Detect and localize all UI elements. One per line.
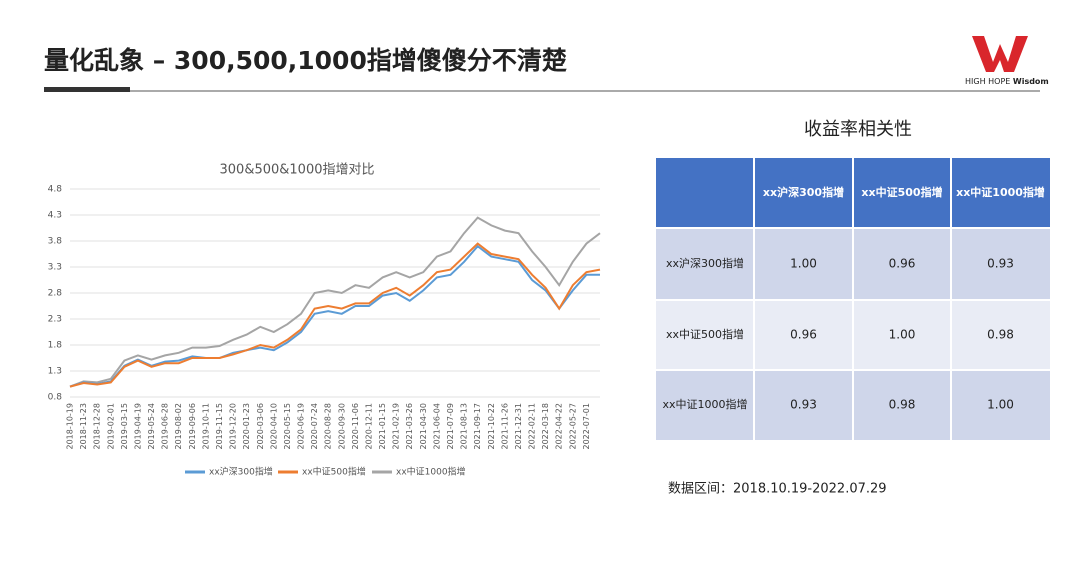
table-cell: 0.96 xyxy=(790,328,817,342)
table-cell: 1.00 xyxy=(889,328,916,342)
y-tick-label: 4.8 xyxy=(48,185,63,195)
y-tick-label: 1.3 xyxy=(48,367,62,377)
series-line xyxy=(69,244,600,388)
x-tick-label: 2022-07-01 xyxy=(582,403,591,450)
legend-label: xx沪深300指增 xyxy=(209,466,273,478)
row-label: xx中证1000指增 xyxy=(662,397,747,411)
y-tick-label: 2.8 xyxy=(48,289,63,299)
x-tick-label: 2021-02-19 xyxy=(392,403,401,450)
x-tick-label: 2018-10-19 xyxy=(66,403,75,450)
column-header: xx中证1000指增 xyxy=(956,185,1045,199)
column-header: xx沪深300指增 xyxy=(763,185,844,199)
table-cell: 0.98 xyxy=(987,328,1014,342)
table-cell: 0.93 xyxy=(790,398,817,412)
x-tick-label: 2019-12-20 xyxy=(229,403,238,450)
table: xx沪深300指增 xx中证500指增 xx中证1000指增 xx沪深300指增 1.0… xyxy=(656,158,1050,440)
table-cell: 0.96 xyxy=(889,257,916,271)
x-tick-label: 2021-12-31 xyxy=(514,403,523,450)
series-line xyxy=(69,216,601,388)
x-tick-label: 2018-12-28 xyxy=(93,403,102,450)
x-tick-label: 2019-09-06 xyxy=(188,403,197,450)
slide-title: 量化乱象 – 300,500,1000指增傻傻分不清楚 xyxy=(44,46,567,75)
logo: HIGH HOPE Wisdom xyxy=(965,36,1049,86)
x-tick-label: 2022-05-27 xyxy=(568,403,577,450)
x-tick-label: 2019-04-19 xyxy=(133,403,142,450)
legend-label: xx中证500指增 xyxy=(302,466,366,478)
x-tick-label: 2019-05-24 xyxy=(147,403,156,450)
table-cell: 0.98 xyxy=(889,398,916,412)
legend-label: xx中证1000指增 xyxy=(396,466,466,478)
x-tick-label: 2022-04-22 xyxy=(555,403,564,450)
x-tick-label: 2022-02-11 xyxy=(528,403,537,450)
x-tick-label: 2021-04-30 xyxy=(419,403,428,450)
table-cell: 1.00 xyxy=(987,398,1014,412)
series-line xyxy=(69,242,601,388)
y-tick-label: 2.3 xyxy=(48,315,62,325)
y-tick-label: 1.8 xyxy=(48,341,63,351)
x-tick-label: 2020-04-10 xyxy=(269,403,278,450)
logo-name: HIGH HOPE xyxy=(965,77,1010,86)
x-tick-label: 2021-06-04 xyxy=(432,403,441,450)
x-tick-label: 2021-03-26 xyxy=(405,403,414,450)
x-tick-label: 2021-01-15 xyxy=(378,403,387,450)
table-title: 收益率相关性 xyxy=(804,119,912,140)
x-tick-label: 2020-05-15 xyxy=(283,403,292,450)
logo-text: HIGH HOPE Wisdom xyxy=(965,77,1049,86)
logo-mark xyxy=(972,36,1028,72)
row-label: xx中证500指增 xyxy=(666,327,744,341)
column-header: xx中证500指增 xyxy=(861,185,942,199)
x-tick-label: 2019-02-01 xyxy=(106,403,115,450)
x-tick-label: 2019-03-15 xyxy=(120,403,129,450)
x-tick-label: 2019-11-15 xyxy=(215,403,224,450)
x-tick-label: 2019-10-11 xyxy=(201,403,210,450)
x-tick-label: 2020-01-23 xyxy=(242,403,251,450)
x-tick-label: 2020-03-06 xyxy=(256,403,265,450)
x-tick-label: 2020-06-19 xyxy=(297,403,306,450)
x-tick-label: 2020-07-24 xyxy=(310,403,319,450)
x-tick-label: 2021-09-17 xyxy=(473,403,482,450)
x-tick-label: 2021-10-22 xyxy=(487,403,496,450)
chart: 0.8 1.3 1.8 2.3 2.8 3.3 3.8 4.3 4.8 2018-10-19 201… xyxy=(48,185,601,478)
x-tick-label: 2021-11-26 xyxy=(500,403,509,450)
x-tick-label: 2019-06-28 xyxy=(161,403,170,450)
x-tick-label: 2018-11-23 xyxy=(79,403,88,450)
x-tick-label: 2020-09-30 xyxy=(337,403,346,450)
x-tick-label: 2021-08-13 xyxy=(460,403,469,450)
x-tick-label: 2019-08-02 xyxy=(174,403,183,450)
x-tick-label: 2021-07-09 xyxy=(446,403,455,450)
x-tick-label: 2020-12-11 xyxy=(364,403,373,450)
y-tick-label: 3.8 xyxy=(48,237,63,247)
x-tick-label: 2020-08-28 xyxy=(324,403,333,450)
table-cell: 1.00 xyxy=(790,257,817,271)
x-tick-label: 2022-03-18 xyxy=(541,403,550,450)
note: 数据区间：2018.10.19-2022.07.29 xyxy=(668,482,887,497)
row-label: xx沪深300指增 xyxy=(666,256,744,270)
y-tick-label: 0.8 xyxy=(48,393,63,403)
y-tick-label: 3.3 xyxy=(48,263,62,273)
y-tick-label: 4.3 xyxy=(48,211,62,221)
title-accent xyxy=(44,87,130,92)
chart-title: 300&500&1000指增对比 xyxy=(220,163,375,178)
x-tick-label: 2020-11-06 xyxy=(351,403,360,450)
table-cell: 0.93 xyxy=(987,257,1014,271)
logo-accent: Wisdom xyxy=(1013,77,1049,86)
